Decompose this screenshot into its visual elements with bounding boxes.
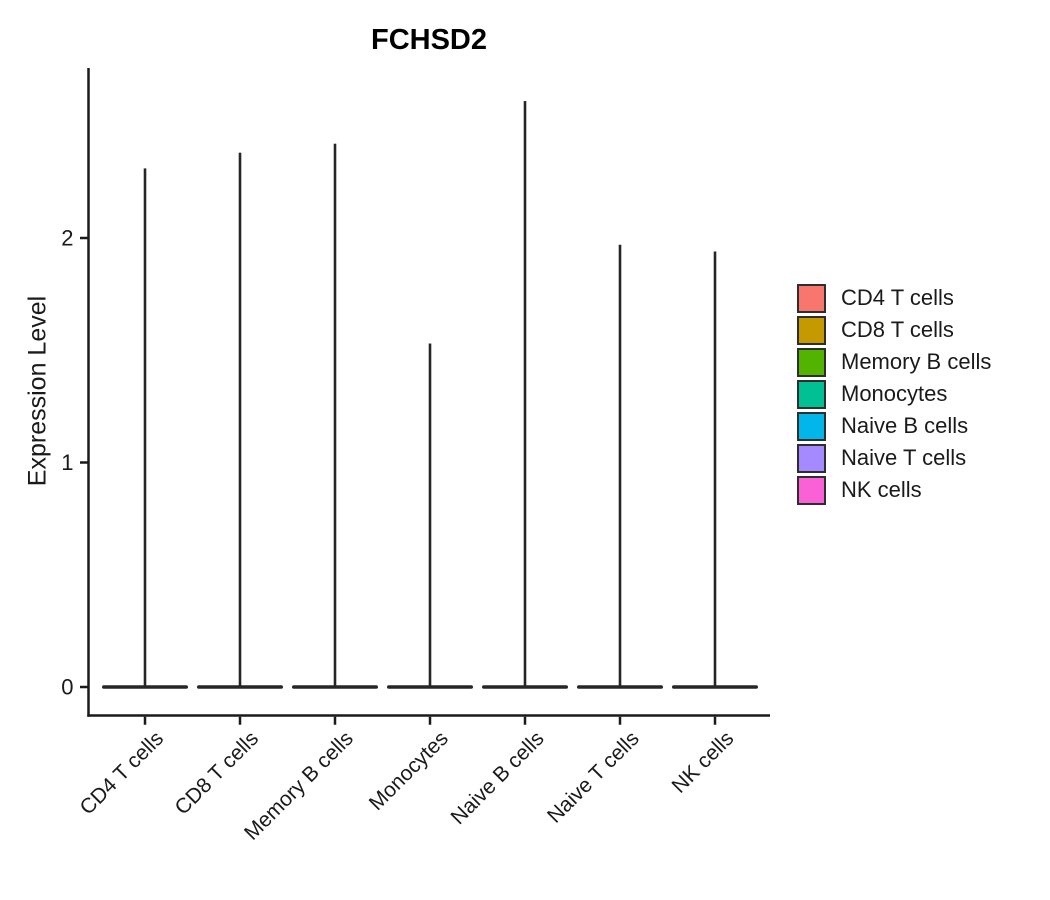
chart-title: FCHSD2 — [370, 24, 487, 56]
legend-label: Memory B cells — [841, 349, 992, 374]
legend-label: CD8 T cells — [841, 317, 954, 342]
legend-item-naive-b-cells: Naive B cells — [797, 411, 991, 441]
legend-item-nk-cells: NK cells — [797, 475, 991, 505]
legend-item-monocytes: Monocytes — [797, 379, 991, 409]
legend: CD4 T cells CD8 T cells Memory B cells M… — [797, 283, 991, 507]
violin-tail-5 — [618, 244, 622, 688]
y-tick-label: 2 — [61, 226, 73, 251]
legend-item-naive-t-cells: Naive T cells — [797, 443, 991, 473]
violin-tail-3 — [428, 343, 432, 687]
legend-swatch-icon — [797, 443, 826, 473]
violin-tail-2 — [333, 143, 337, 687]
legend-swatch-icon — [797, 347, 826, 377]
legend-swatch-icon — [797, 315, 826, 345]
legend-label: Monocytes — [841, 381, 948, 406]
legend-swatch-icon — [797, 379, 826, 409]
violin-tail-4 — [523, 101, 527, 688]
legend-item-cd4-t-cells: CD4 T cells — [797, 283, 991, 313]
legend-swatch-icon — [797, 475, 826, 505]
violin-tail-0 — [143, 168, 147, 687]
violin-tail-1 — [238, 152, 242, 687]
legend-swatch-icon — [797, 283, 826, 313]
legend-label: NK cells — [841, 477, 922, 502]
violin-tail-6 — [713, 251, 717, 687]
legend-label: Naive T cells — [841, 445, 967, 470]
legend-item-memory-b-cells: Memory B cells — [797, 347, 991, 377]
y-tick-label: 0 — [61, 675, 73, 700]
legend-label: CD4 T cells — [841, 285, 954, 310]
legend-item-cd8-t-cells: CD8 T cells — [797, 315, 991, 345]
y-tick-label: 1 — [61, 450, 73, 475]
legend-swatch-icon — [797, 411, 826, 441]
legend-label: Naive B cells — [841, 413, 969, 438]
